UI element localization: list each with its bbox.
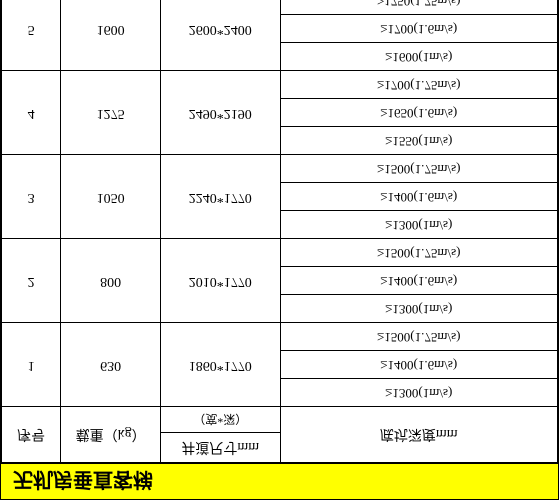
table-row: 3 1050 2240*1770 ≥1300(1m/s) bbox=[1, 211, 558, 239]
spec-table: 序号 载重（kg） 井道尺寸mm 底坑深度mm （宽*深） 1 630 1860… bbox=[0, 0, 559, 464]
table-row: 2 800 2010*1770 ≥1300(1m/s) bbox=[1, 295, 558, 323]
cell-serial: 5 bbox=[1, 0, 61, 71]
cell-shaft: 2490*2190 bbox=[160, 71, 280, 155]
cell-depth: ≥1650(1.6m/s) bbox=[280, 99, 558, 127]
cell-depth: ≥1750(1.75m/s) bbox=[280, 0, 558, 15]
cell-serial: 1 bbox=[1, 323, 61, 407]
cell-depth: ≥1500(1.75m/s) bbox=[280, 155, 558, 183]
cell-depth: ≥1500(1.75m/s) bbox=[280, 239, 558, 267]
table-body: 1 630 1860*1770 ≥1300(1m/s) ≥1400(1.6m/s… bbox=[1, 0, 558, 407]
cell-weight: 1275 bbox=[61, 71, 161, 155]
cell-weight: 1050 bbox=[61, 155, 161, 239]
cell-depth: ≥1300(1m/s) bbox=[280, 379, 558, 407]
header-depth: 底坑深度mm bbox=[280, 407, 558, 463]
cell-depth: ≥1300(1m/s) bbox=[280, 295, 558, 323]
cell-shaft: 2010*1770 bbox=[160, 239, 280, 323]
cell-depth: ≥1600(1m/s) bbox=[280, 43, 558, 71]
table-row: 4 1275 2490*2190 ≥1550(1m/s) bbox=[1, 127, 558, 155]
table-row: 5 1600 2600*2400 ≥1600(1m/s) bbox=[1, 43, 558, 71]
cell-depth: ≥1400(1.6m/s) bbox=[280, 267, 558, 295]
title-bar: 无机房垂直客梯 bbox=[0, 464, 559, 500]
page-title: 无机房垂直客梯 bbox=[13, 467, 153, 496]
cell-depth: ≥1700(1.75m/s) bbox=[280, 71, 558, 99]
cell-weight: 800 bbox=[61, 239, 161, 323]
cell-depth: ≥1300(1m/s) bbox=[280, 211, 558, 239]
cell-serial: 3 bbox=[1, 155, 61, 239]
cell-depth: ≥1700(1.6m/s) bbox=[280, 15, 558, 43]
cell-depth: ≥1400(1.6m/s) bbox=[280, 183, 558, 211]
header-shaft-sub: （宽*深） bbox=[160, 407, 280, 433]
table-row: 1 630 1860*1770 ≥1300(1m/s) bbox=[1, 379, 558, 407]
header-shaft: 井道尺寸mm bbox=[160, 433, 280, 463]
cell-serial: 2 bbox=[1, 239, 61, 323]
cell-shaft: 2600*2400 bbox=[160, 0, 280, 71]
header-weight: 载重（kg） bbox=[61, 407, 161, 463]
cell-depth: ≥1400(1.6m/s) bbox=[280, 351, 558, 379]
cell-shaft: 2240*1770 bbox=[160, 155, 280, 239]
cell-depth: ≥1550(1m/s) bbox=[280, 127, 558, 155]
header-serial: 序号 bbox=[1, 407, 61, 463]
cell-shaft: 1860*1770 bbox=[160, 323, 280, 407]
cell-weight: 1600 bbox=[61, 0, 161, 71]
cell-weight: 630 bbox=[61, 323, 161, 407]
cell-depth: ≥1500(1.75m/s) bbox=[280, 323, 558, 351]
cell-serial: 4 bbox=[1, 71, 61, 155]
